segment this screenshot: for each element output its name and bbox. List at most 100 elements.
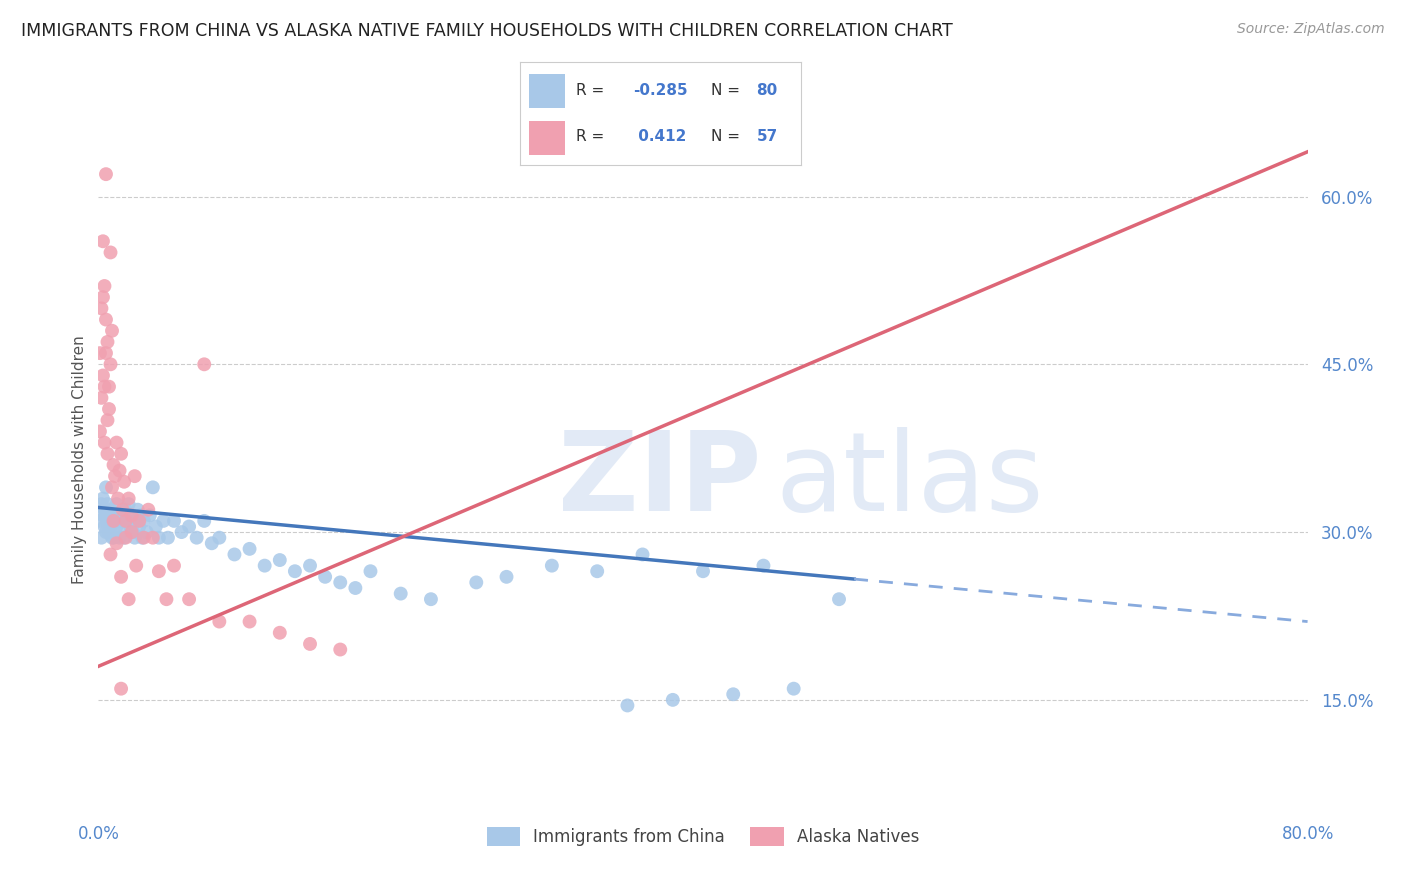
Point bbox=[107, 491, 129, 506]
Point bbox=[114, 502, 136, 516]
Point bbox=[94, 167, 117, 181]
Point bbox=[120, 519, 142, 533]
Point bbox=[90, 497, 112, 511]
Point bbox=[105, 519, 128, 533]
Text: atlas: atlas bbox=[776, 427, 1045, 534]
Point bbox=[122, 525, 145, 540]
Y-axis label: Family Households with Children: Family Households with Children bbox=[72, 335, 87, 583]
Point bbox=[94, 312, 117, 326]
Point bbox=[163, 514, 186, 528]
Point bbox=[752, 558, 775, 573]
Point bbox=[111, 514, 134, 528]
Point bbox=[586, 564, 609, 578]
Point bbox=[329, 575, 352, 590]
Point bbox=[94, 508, 117, 523]
Text: ZIP: ZIP bbox=[558, 427, 761, 534]
Point bbox=[101, 514, 124, 528]
Point bbox=[186, 531, 208, 545]
Text: N =: N = bbox=[711, 129, 745, 145]
Text: 57: 57 bbox=[756, 129, 778, 145]
Point bbox=[103, 458, 125, 472]
Point bbox=[170, 525, 193, 540]
Point bbox=[121, 508, 143, 523]
Point bbox=[118, 491, 141, 506]
Text: -0.285: -0.285 bbox=[633, 83, 688, 98]
Point bbox=[299, 637, 322, 651]
Point bbox=[389, 586, 412, 600]
Point bbox=[94, 346, 117, 360]
Point bbox=[89, 346, 111, 360]
Point bbox=[127, 502, 149, 516]
Point bbox=[125, 514, 148, 528]
Point bbox=[136, 502, 159, 516]
Point bbox=[121, 508, 143, 523]
Point bbox=[91, 290, 114, 304]
Point bbox=[132, 531, 155, 545]
Point bbox=[139, 508, 162, 523]
Point bbox=[93, 502, 115, 516]
Point bbox=[540, 558, 562, 573]
Point bbox=[360, 564, 382, 578]
Point bbox=[828, 592, 851, 607]
Point bbox=[107, 514, 129, 528]
Point bbox=[93, 279, 115, 293]
Point bbox=[91, 491, 114, 506]
Point bbox=[93, 379, 115, 393]
Point bbox=[94, 525, 117, 540]
Point bbox=[110, 447, 132, 461]
Point bbox=[93, 435, 115, 450]
Text: N =: N = bbox=[711, 83, 745, 98]
Point bbox=[224, 548, 246, 562]
Point bbox=[253, 558, 276, 573]
Point bbox=[692, 564, 714, 578]
Point bbox=[124, 531, 146, 545]
Point bbox=[148, 564, 170, 578]
Point bbox=[193, 357, 215, 371]
Point bbox=[100, 519, 122, 533]
Point bbox=[91, 508, 114, 523]
Point bbox=[110, 570, 132, 584]
Point bbox=[156, 531, 179, 545]
Point bbox=[783, 681, 806, 696]
Point bbox=[208, 531, 231, 545]
Text: 0.412: 0.412 bbox=[633, 129, 686, 145]
Point bbox=[94, 480, 117, 494]
Point bbox=[129, 508, 152, 523]
Point bbox=[91, 234, 114, 248]
Text: IMMIGRANTS FROM CHINA VS ALASKA NATIVE FAMILY HOUSEHOLDS WITH CHILDREN CORRELATI: IMMIGRANTS FROM CHINA VS ALASKA NATIVE F… bbox=[21, 22, 953, 40]
Text: 80: 80 bbox=[756, 83, 778, 98]
Point bbox=[103, 508, 125, 523]
Point bbox=[132, 514, 155, 528]
Point bbox=[121, 525, 143, 540]
Point bbox=[114, 531, 136, 545]
Point bbox=[269, 625, 291, 640]
Point bbox=[179, 519, 201, 533]
Point bbox=[239, 541, 262, 556]
Point bbox=[112, 475, 135, 489]
Point bbox=[96, 514, 118, 528]
Point bbox=[98, 508, 121, 523]
Point bbox=[110, 508, 132, 523]
Point bbox=[299, 558, 322, 573]
Point bbox=[100, 245, 122, 260]
Point bbox=[112, 531, 135, 545]
Point bbox=[110, 681, 132, 696]
Point bbox=[104, 469, 127, 483]
Point bbox=[155, 592, 177, 607]
Point bbox=[420, 592, 443, 607]
Point bbox=[314, 570, 336, 584]
Point bbox=[163, 558, 186, 573]
Point bbox=[142, 531, 165, 545]
Point bbox=[193, 514, 215, 528]
Point bbox=[124, 469, 146, 483]
Point bbox=[495, 570, 517, 584]
Point bbox=[96, 413, 118, 427]
Point bbox=[284, 564, 307, 578]
Point bbox=[201, 536, 224, 550]
Point bbox=[142, 480, 165, 494]
Point bbox=[103, 514, 125, 528]
Point bbox=[148, 531, 170, 545]
Point bbox=[100, 357, 122, 371]
Point bbox=[616, 698, 638, 713]
Point bbox=[125, 558, 148, 573]
